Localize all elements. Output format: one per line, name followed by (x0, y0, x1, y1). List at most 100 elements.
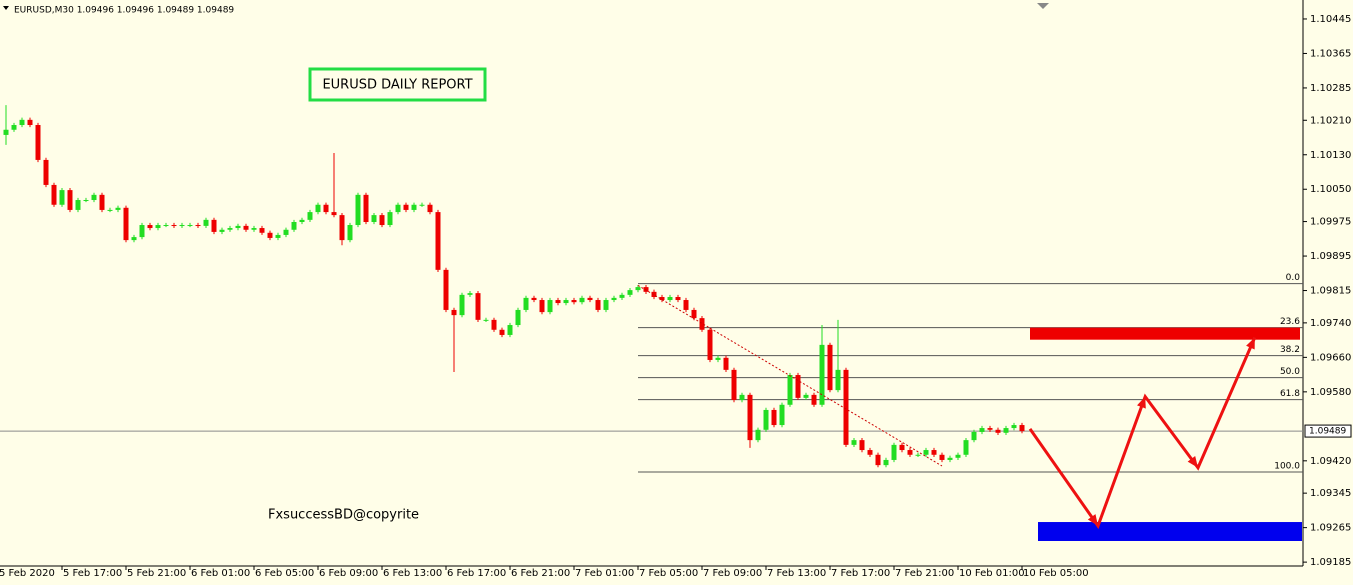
y-tick-label: 1.09975 (1310, 217, 1351, 228)
candle-body (187, 225, 193, 227)
candle-body (283, 229, 289, 235)
candle-body (939, 454, 945, 460)
candle-body (875, 454, 881, 466)
candle-body (595, 300, 601, 310)
candle-body (99, 194, 105, 210)
candle-body (547, 300, 553, 313)
y-tick-label: 1.10210 (1310, 115, 1351, 126)
candle-body (643, 287, 649, 292)
candle-body (379, 215, 385, 226)
candle-body (627, 290, 633, 295)
candle-body (891, 444, 897, 460)
candle-body (859, 440, 865, 451)
price-label-box (1304, 424, 1352, 438)
y-tick-label: 1.10285 (1310, 83, 1351, 94)
candle-body (475, 293, 481, 320)
candle-body (515, 309, 521, 326)
candle-body (1011, 425, 1017, 429)
candle-body (179, 225, 185, 227)
candle-body (1019, 425, 1025, 432)
candle-body (339, 215, 345, 241)
candle-body (451, 309, 457, 316)
fib-label: 61.8 (1280, 389, 1300, 399)
x-tick-label: 6 Feb 09:00 (319, 568, 378, 579)
x-tick-label: 5 Feb 17:00 (63, 568, 122, 579)
y-tick-label: 1.09185 (1310, 557, 1351, 568)
header: EURUSD,M30 1.09496 1.09496 1.09489 1.094… (14, 6, 234, 16)
candle-body (755, 429, 761, 441)
candle-body (883, 459, 889, 466)
y-tick-label: 1.10365 (1310, 48, 1351, 59)
y-tick-label: 1.09265 (1310, 523, 1351, 534)
y-tick-label: 1.09815 (1310, 286, 1351, 297)
arrow-head (1187, 456, 1198, 468)
x-tick-label: 7 Feb 01:00 (575, 568, 634, 579)
price-label: 1.09489 (1309, 427, 1346, 437)
candle-body (387, 212, 393, 226)
candle-body (771, 409, 777, 426)
candle-body (907, 450, 913, 455)
candle-body (723, 357, 729, 370)
candle-body (619, 294, 625, 298)
x-tick-label: 7 Feb 21:00 (895, 568, 954, 579)
candle-body (739, 394, 745, 401)
candle-body (203, 219, 209, 226)
candle-body (363, 194, 369, 223)
y-tick-label: 1.09660 (1310, 352, 1351, 363)
x-tick-label: 5 Feb 2020 (0, 568, 55, 579)
candle-body (915, 454, 921, 456)
candle-body (707, 329, 713, 360)
fib-label: 50.0 (1280, 367, 1300, 377)
candle-body (827, 344, 833, 391)
candle-body (987, 428, 993, 430)
candle-body (35, 125, 41, 160)
candle-body (419, 204, 425, 206)
y-tick-label: 1.10445 (1310, 14, 1351, 25)
candle-body (635, 287, 641, 291)
x-tick-label: 7 Feb 17:00 (831, 568, 890, 579)
candle-body (819, 344, 825, 405)
candle-body (91, 194, 97, 201)
fib-label: 0.0 (1286, 273, 1301, 283)
candle-body (155, 225, 161, 229)
candle-body (683, 300, 689, 310)
candle-body (267, 232, 273, 238)
candle-body (843, 369, 849, 445)
candle-body (747, 394, 753, 441)
x-tick-label: 6 Feb 17:00 (447, 568, 506, 579)
candle-body (531, 297, 537, 301)
arrow-head (1246, 337, 1255, 350)
candle-body (219, 229, 225, 232)
candle-body (611, 297, 617, 301)
candle-body (947, 457, 953, 460)
candle-body (699, 318, 705, 330)
candle-body (243, 225, 249, 230)
candle-body (19, 119, 25, 126)
candle-body (899, 444, 905, 451)
candle-body (75, 200, 81, 210)
candle-body (43, 159, 49, 185)
candle-body (691, 309, 697, 319)
x-tick-label: 6 Feb 13:00 (383, 568, 442, 579)
candle-body (331, 212, 337, 216)
candle-body (1003, 428, 1009, 433)
candle-body (459, 294, 465, 316)
candle-body (763, 409, 769, 430)
candle-body (563, 300, 569, 304)
candle-body (579, 297, 585, 303)
candle-body (795, 375, 801, 398)
title-box (308, 67, 487, 102)
candle-body (67, 190, 73, 210)
candle-body (571, 300, 577, 303)
candle-body (307, 212, 313, 220)
candle-body (427, 204, 433, 213)
candle-body (443, 269, 449, 310)
y-tick-label: 1.10130 (1310, 150, 1351, 161)
candle-body (731, 369, 737, 401)
candle-body (659, 297, 665, 301)
candle-body (667, 297, 673, 301)
candle-body (955, 454, 961, 458)
candle-body (507, 325, 513, 335)
candle-body (483, 319, 489, 321)
